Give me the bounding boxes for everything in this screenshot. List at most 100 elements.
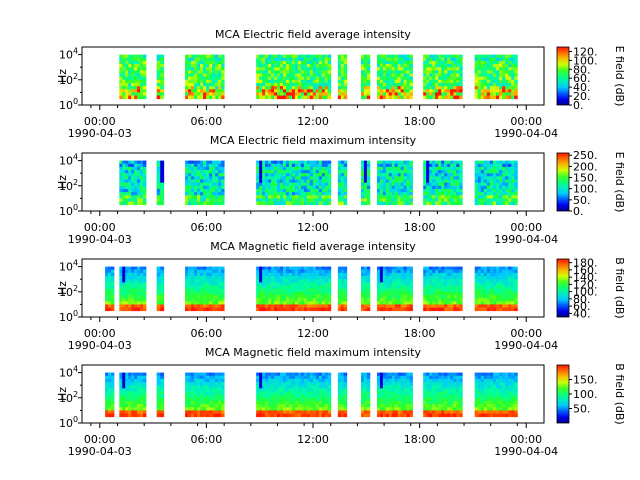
heatmap-cell xyxy=(256,407,260,411)
heatmap-cell xyxy=(185,92,189,96)
heatmap-cell xyxy=(496,185,500,190)
heatmap-cell xyxy=(456,76,460,81)
heatmap-cell xyxy=(200,182,204,187)
heatmap-cell xyxy=(197,173,201,177)
heatmap-cell xyxy=(447,95,451,100)
heatmap-cell xyxy=(435,54,439,59)
heatmap-cell xyxy=(388,67,393,71)
heatmap-cell xyxy=(185,382,189,386)
heatmap-cell xyxy=(160,170,165,174)
heatmap-cell xyxy=(197,170,201,174)
heatmap-cell xyxy=(397,307,402,312)
heatmap-cell xyxy=(376,67,381,71)
heatmap-cell xyxy=(366,192,371,196)
heatmap-cell xyxy=(125,282,129,286)
heatmap-cell xyxy=(360,198,365,202)
heatmap-cell xyxy=(486,92,491,96)
heatmap-cell xyxy=(271,394,275,399)
heatmap-cell xyxy=(360,173,365,177)
heatmap-cell xyxy=(131,166,135,171)
heatmap-cell xyxy=(140,288,144,293)
heatmap-cell xyxy=(453,201,457,206)
heatmap-cell xyxy=(297,298,302,302)
heatmap-cell xyxy=(209,382,213,386)
heatmap-cell xyxy=(321,378,326,383)
heatmap-cell xyxy=(394,294,399,299)
heatmap-cell xyxy=(444,89,448,93)
heatmap-cell xyxy=(492,67,497,71)
heatmap-cell xyxy=(496,188,500,193)
heatmap-cell xyxy=(203,173,207,177)
heatmap-cell xyxy=(403,272,407,277)
heatmap-cell xyxy=(453,301,457,305)
heatmap-cell xyxy=(291,192,296,196)
heatmap-cell xyxy=(160,76,165,81)
heatmap-cell xyxy=(143,388,147,392)
heatmap-cell xyxy=(394,304,399,308)
heatmap-cell xyxy=(453,304,457,308)
heatmap-cell xyxy=(429,64,433,68)
heatmap-cell xyxy=(221,385,225,389)
heatmap-cell xyxy=(447,195,451,199)
heatmap-cell xyxy=(156,407,161,411)
heatmap-cell xyxy=(397,160,402,165)
heatmap-cell xyxy=(379,201,384,206)
heatmap-cell xyxy=(134,57,138,62)
heatmap-cell xyxy=(294,64,299,68)
heatmap-cell xyxy=(191,397,195,402)
heatmap-cell xyxy=(340,195,345,199)
heatmap-cell xyxy=(312,394,317,399)
heatmap-cell xyxy=(105,378,109,383)
heatmap-cell xyxy=(321,179,326,184)
heatmap-cell xyxy=(337,410,342,414)
heatmap-cell xyxy=(360,294,365,299)
heatmap-cell xyxy=(119,57,123,62)
heatmap-cell xyxy=(391,73,396,78)
heatmap-cell xyxy=(297,173,302,177)
heatmap-cell xyxy=(122,285,126,290)
heatmap-cell xyxy=(400,288,405,293)
heatmap-cell xyxy=(119,82,123,87)
heatmap-cell xyxy=(209,163,213,168)
heatmap-cell xyxy=(131,198,135,202)
heatmap-cell xyxy=(143,304,147,308)
heatmap-cell xyxy=(486,201,491,206)
heatmap-cell xyxy=(435,57,439,62)
heatmap-cell xyxy=(185,391,189,396)
heatmap-cell xyxy=(268,195,272,199)
heatmap-cell xyxy=(321,64,326,68)
heatmap-cell xyxy=(262,195,266,199)
heatmap-cell xyxy=(288,163,293,168)
heatmap-cell xyxy=(483,266,488,271)
heatmap-cell xyxy=(406,294,410,299)
heatmap-cell xyxy=(456,160,460,165)
heatmap-cell xyxy=(274,400,278,405)
heatmap-cell xyxy=(312,92,317,96)
heatmap-cell xyxy=(318,394,323,399)
heatmap-cell xyxy=(340,382,345,386)
heatmap-cell xyxy=(312,182,317,187)
heatmap-cell xyxy=(131,179,135,184)
heatmap-cell xyxy=(268,176,272,180)
heatmap-cell xyxy=(188,397,192,402)
heatmap-cell xyxy=(474,67,479,71)
heatmap-cell xyxy=(303,67,308,71)
heatmap-cell xyxy=(306,86,311,90)
heatmap-cell xyxy=(209,57,213,62)
heatmap-cell xyxy=(360,276,365,280)
heatmap-cell xyxy=(185,307,189,312)
heatmap-cell xyxy=(376,188,381,193)
heatmap-cell xyxy=(122,86,126,90)
heatmap-cell xyxy=(432,67,436,71)
heatmap-cell xyxy=(140,76,144,81)
heatmap-cell xyxy=(409,79,413,84)
heatmap-cell xyxy=(259,192,263,196)
heatmap-cell xyxy=(200,266,204,271)
heatmap-cell xyxy=(511,173,515,177)
heatmap-cell xyxy=(206,391,210,396)
heatmap-cell xyxy=(400,285,405,290)
heatmap-cell xyxy=(300,82,305,87)
heatmap-cell xyxy=(262,282,266,286)
heatmap-cell xyxy=(119,404,123,408)
heatmap-cell xyxy=(327,163,332,168)
